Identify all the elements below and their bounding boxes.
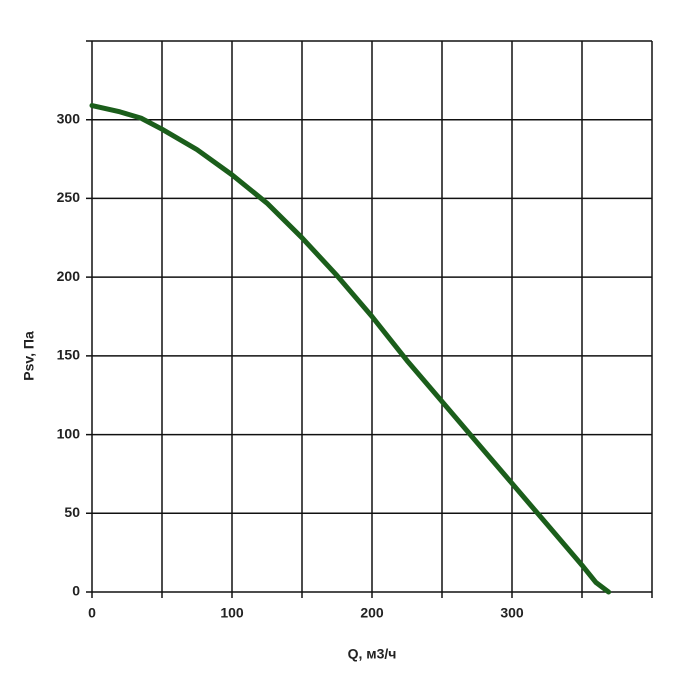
x-axis-label: Q, м3/ч — [348, 646, 397, 662]
y-tick-label: 200 — [57, 268, 81, 284]
y-tick-label: 150 — [57, 347, 81, 363]
x-tick-label: 0 — [88, 605, 96, 621]
y-tick-label: 100 — [57, 425, 81, 441]
x-tick-label: 200 — [360, 605, 384, 621]
x-tick-label: 100 — [220, 605, 244, 621]
x-tick-label: 300 — [500, 605, 524, 621]
y-tick-label: 300 — [57, 110, 81, 126]
y-tick-label: 250 — [57, 189, 81, 205]
y-tick-label: 0 — [72, 583, 80, 599]
y-tick-label: 50 — [64, 504, 80, 520]
data-line — [89, 103, 612, 595]
y-axis-label: Psv, Па — [21, 331, 37, 381]
